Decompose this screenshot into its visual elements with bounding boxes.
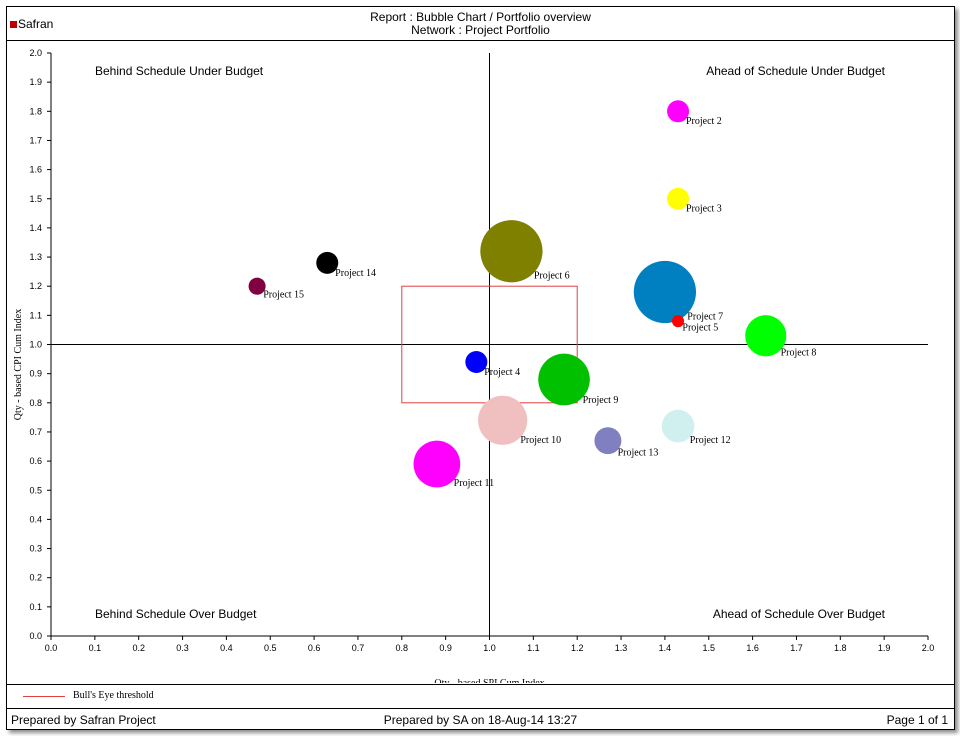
label-project-14: Project 14: [335, 268, 376, 279]
label-project-12: Project 12: [690, 435, 731, 446]
y-tick-label: 0.4: [29, 514, 42, 524]
x-axis-label: Qty - based SPI Cum Index: [434, 678, 544, 683]
x-tick-label: 1.9: [878, 643, 891, 653]
y-tick-label: 1.9: [29, 77, 42, 87]
x-tick-label: 0.4: [220, 643, 233, 653]
x-tick-label: 2.0: [922, 643, 935, 653]
y-tick-label: 0.7: [29, 427, 42, 437]
y-tick-label: 0.9: [29, 369, 42, 379]
report-footer: Prepared by Safran Project Prepared by S…: [7, 709, 954, 729]
x-tick-label: 0.1: [89, 643, 102, 653]
x-tick-label: 0.3: [176, 643, 189, 653]
quadrant-label-bottom-left: Behind Schedule Over Budget: [95, 607, 257, 621]
bubble-project-2: [667, 100, 690, 123]
y-tick-label: 1.2: [29, 281, 42, 291]
y-axis-label: Qty - based CPI Cum Index: [13, 309, 24, 420]
footer-prepared-on: Prepared by SA on 18-Aug-14 13:27: [383, 713, 578, 727]
legend: Bull's Eye threshold: [7, 684, 954, 709]
footer-page-number: Page 1 of 1: [886, 713, 948, 727]
bubble-project-11: [413, 440, 461, 488]
x-tick-label: 1.8: [834, 643, 847, 653]
y-tick-label: 1.8: [29, 106, 42, 116]
y-tick-label: 1.1: [29, 310, 42, 320]
safran-logo: Safran: [10, 17, 53, 31]
label-project-15: Project 15: [263, 289, 304, 300]
bubble-project-3: [667, 187, 690, 210]
x-tick-label: 0.9: [439, 643, 452, 653]
x-tick-label: 1.2: [571, 643, 584, 653]
y-tick-label: 1.0: [29, 340, 42, 350]
bubble-project-13: [594, 427, 622, 455]
logo-text: Safran: [18, 17, 54, 31]
y-tick-label: 1.7: [29, 135, 42, 145]
label-project-6: Project 6: [534, 271, 570, 282]
label-project-2: Project 2: [686, 116, 722, 127]
label-project-3: Project 3: [686, 204, 722, 215]
x-tick-label: 1.0: [483, 643, 496, 653]
y-tick-label: 1.3: [29, 252, 42, 262]
bubble-project-15: [248, 277, 266, 295]
label-project-4: Project 4: [484, 367, 520, 378]
y-tick-label: 0.5: [29, 485, 42, 495]
x-tick-label: 1.3: [615, 643, 628, 653]
network-title: Network : Project Portfolio: [411, 23, 550, 37]
bubble-project-4: [465, 350, 488, 373]
bubble-project-7: [633, 260, 697, 324]
y-tick-label: 0.3: [29, 544, 42, 554]
bubble-chart: 0.0 0.1 0.2 0.3 0.4 0.5 0.6 0.7 0.8 0.9 1.0 1.1 1.2 1…: [13, 48, 935, 683]
y-tick-label: 1.6: [29, 165, 42, 175]
x-tick-label: 1.7: [790, 643, 803, 653]
label-project-9: Project 9: [583, 395, 619, 406]
bubble-project-8: [745, 315, 787, 357]
y-tick-label: 2.0: [29, 48, 42, 58]
quadrant-label-top-right: Ahead of Schedule Under Budget: [706, 64, 885, 78]
report-header: Safran Report : Bubble Chart / Portfolio…: [7, 7, 954, 41]
x-tick-label: 0.0: [45, 643, 58, 653]
y-tick-label: 0.6: [29, 456, 42, 466]
x-tick-label: 1.6: [746, 643, 759, 653]
y-tick-label: 0.2: [29, 573, 42, 583]
x-tick-label: 1.1: [527, 643, 540, 653]
x-tick-label: 0.8: [396, 643, 409, 653]
quadrant-label-bottom-right: Ahead of Schedule Over Budget: [713, 607, 886, 621]
report-title: Report : Bubble Chart / Portfolio overvi…: [370, 10, 591, 24]
x-tick-label: 0.2: [132, 643, 145, 653]
x-tick-label: 0.6: [308, 643, 321, 653]
bubble-project-5: [672, 315, 685, 328]
label-project-7: Project 7: [687, 311, 723, 322]
footer-prepared-by: Prepared by Safran Project: [11, 713, 156, 727]
label-project-13: Project 13: [618, 447, 659, 458]
bubble-project-12: [661, 409, 695, 443]
bubble-project-10: [478, 395, 528, 445]
quadrant-label-top-left: Behind Schedule Under Budget: [95, 64, 264, 78]
label-project-8: Project 8: [781, 348, 817, 359]
bulls-eye-legend-label: Bull's Eye threshold: [73, 690, 154, 701]
y-tick-label: 0.1: [29, 602, 42, 612]
label-project-10: Project 10: [520, 435, 561, 446]
y-tick-label: 0.0: [29, 631, 42, 641]
bubble-project-6: [480, 220, 543, 283]
y-tick-label: 1.5: [29, 194, 42, 204]
x-tick-label: 0.5: [264, 643, 277, 653]
x-tick-label: 1.5: [702, 643, 715, 653]
y-tick-label: 1.4: [29, 223, 42, 233]
bubble-project-9: [538, 353, 590, 406]
x-tick-label: 0.7: [352, 643, 365, 653]
report-frame: Safran Report : Bubble Chart / Portfolio…: [6, 6, 955, 730]
x-tick-label: 1.4: [659, 643, 672, 653]
safran-logo-icon: [10, 21, 17, 28]
label-project-11: Project 11: [454, 478, 494, 489]
report-titles: Report : Bubble Chart / Portfolio overvi…: [7, 11, 954, 37]
label-project-5: Project 5: [682, 323, 718, 334]
bulls-eye-legend-line: [23, 696, 65, 697]
y-tick-label: 0.8: [29, 398, 42, 408]
bubble-project-14: [316, 251, 339, 274]
